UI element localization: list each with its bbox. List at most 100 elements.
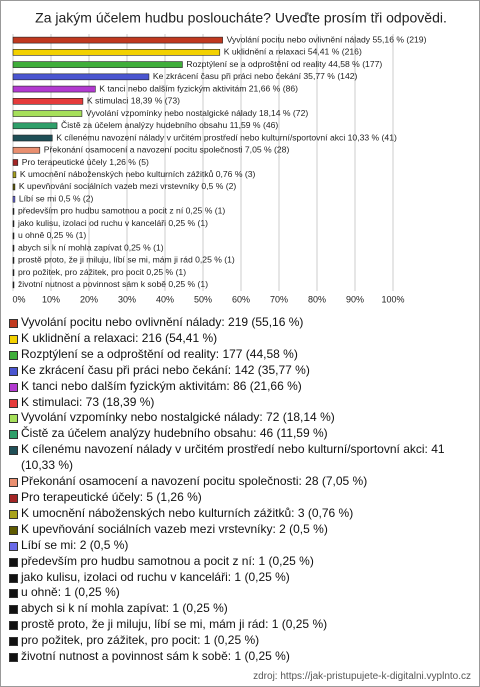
legend-swatch — [9, 573, 18, 583]
legend-item: u ohně: 1 (0,25 %) — [9, 585, 471, 601]
legend-item: Čistě za účelem analýzy hudebního obsahu… — [9, 426, 471, 442]
bar — [12, 171, 17, 179]
legend-swatch — [9, 589, 18, 599]
bar — [12, 220, 15, 227]
legend-swatch — [9, 446, 18, 456]
x-tick-label: 50% — [194, 294, 212, 304]
legend-item: K stimulaci: 73 (18,39 %) — [9, 395, 471, 411]
legend-item: Pro terapeutické účely: 5 (1,26 %) — [9, 490, 471, 506]
legend-label: Pro terapeutické účely: 5 (1,26 %) — [21, 489, 202, 504]
legend-label: K stimulaci: 73 (18,39 %) — [21, 394, 155, 409]
legend-label: K upevňování sociálních vazeb mezi vrste… — [21, 521, 328, 536]
legend-label: jako kulisu, izolaci od ruchu v kancelář… — [21, 569, 290, 584]
x-tick-label: 30% — [118, 294, 136, 304]
legend-swatch — [9, 350, 18, 360]
value-label: K cílenému navození nálady v určitém pro… — [56, 132, 397, 142]
source: zdroj: https://jak-pristupujete-k-digita… — [253, 671, 471, 682]
legend-item: K umocnění náboženských nebo kulturních … — [9, 506, 471, 522]
legend-swatch — [9, 334, 18, 344]
legend-item: především pro hudbu samotnou a pocit z n… — [9, 554, 471, 570]
legend-swatch — [9, 414, 18, 424]
legend-swatch — [9, 398, 18, 408]
legend-item: jako kulisu, izolaci od ruchu v kancelář… — [9, 570, 471, 586]
bar — [12, 122, 58, 130]
x-tick-label: 80% — [308, 294, 326, 304]
legend-label: Překonání osamocení a navození pocitu sp… — [21, 474, 368, 489]
x-tick-label: 90% — [346, 294, 364, 304]
legend-label: životní nutnost a povinnost sám k sobě: … — [21, 649, 290, 664]
legend-label: pro požitek, pro zážitek, pro pocit: 1 (… — [21, 633, 260, 648]
legend-item: Líbí se mi: 2 (0,5 %) — [9, 538, 471, 554]
legend-item: K cílenému navození nálady v určitém pro… — [9, 442, 471, 474]
legend-label: K umocnění náboženských nebo kulturních … — [21, 505, 354, 520]
chart-title: Za jakým účelem hudbu posloucháte? Uveďt… — [35, 10, 447, 26]
x-tick-label: 10% — [42, 294, 60, 304]
bar — [12, 49, 221, 56]
legend-item: Rozptýlení se a odproštění od reality: 1… — [9, 347, 471, 363]
bar — [12, 73, 150, 81]
value-label: Vyvolání pocitu nebo ovlivnění nálady 55… — [227, 34, 427, 44]
bar — [12, 281, 15, 289]
bar — [12, 146, 41, 154]
x-tick-label: 70% — [270, 294, 288, 304]
bar — [12, 36, 223, 44]
x-tick-label: 40% — [156, 294, 174, 304]
bar — [12, 195, 16, 203]
chart: Za jakým účelem hudbu posloucháte? Uveďt… — [12, 10, 447, 305]
value-label: K tanci nebo dalším fyzickým aktivitám 2… — [99, 83, 298, 93]
bar — [12, 98, 84, 105]
legend-item: pro požitek, pro zážitek, pro pocit: 1 (… — [9, 633, 471, 649]
legend-swatch — [9, 319, 18, 328]
legend-swatch — [9, 430, 18, 440]
bar — [12, 269, 15, 276]
legend-item: abych si k ní mohla zapívat: 1 (0,25 %) — [9, 601, 471, 617]
value-label: především pro hudbu samotnou a pocit z n… — [18, 206, 225, 216]
legend-label: prostě proto, že ji miluju, líbí se mi, … — [21, 617, 328, 632]
legend-item: prostě proto, že ji miluju, líbí se mi, … — [9, 617, 471, 633]
legend-item: K upevňování sociálních vazeb mezi vrste… — [9, 522, 471, 538]
bar — [12, 110, 83, 117]
legend-swatch — [9, 621, 18, 631]
x-tick-label: 20% — [80, 294, 98, 304]
value-label: Ke zkrácení času při práci nebo čekání 3… — [153, 71, 358, 81]
legend-item: K uklidnění a relaxaci: 216 (54,41 %) — [9, 331, 471, 347]
legend-swatch — [9, 478, 18, 488]
legend-label: abych si k ní mohla zapívat: 1 (0,25 %) — [21, 601, 228, 616]
x-tick-label: 0% — [12, 294, 25, 304]
legend-label: Rozptýlení se a odproštění od reality: 1… — [21, 346, 298, 361]
bar — [12, 134, 53, 142]
bar — [12, 232, 15, 240]
value-label: Líbí se mi 0,5 % (2) — [19, 193, 94, 203]
legend: Vyvolání pocitu nebo ovlivnění nálady: 2… — [9, 315, 471, 665]
value-label: Překonání osamocení a navození pocitu sp… — [44, 145, 290, 155]
legend-label: Vyvolání vzpomínky nebo nostalgické nála… — [21, 410, 335, 425]
value-label: K umocnění náboženských nebo kulturních … — [20, 169, 256, 179]
legend-item: K tanci nebo dalším fyzickým aktivitám: … — [9, 379, 471, 395]
value-label: Pro terapeutické účely 1,26 % (5) — [22, 157, 149, 167]
bar — [12, 257, 15, 264]
value-label: životní nutnost a povinnost sám k sobě 0… — [18, 279, 208, 289]
bar — [12, 244, 15, 252]
value-label: Čistě za účelem analýzy hudebního obsahu… — [61, 120, 278, 130]
legend-item: Vyvolání vzpomínky nebo nostalgické nála… — [9, 410, 471, 426]
legend-swatch — [9, 382, 18, 392]
value-label: K stimulaci 18,39 % (73) — [87, 96, 180, 106]
legend-swatch — [9, 525, 18, 535]
bar — [12, 208, 15, 215]
legend-label: K cílenému navození nálady v určitém pro… — [21, 442, 445, 473]
value-label: prostě proto, že ji miluju, líbí se mi, … — [18, 255, 235, 265]
legend-label: Čistě za účelem analýzy hudebního obsahu… — [21, 426, 328, 441]
legend-swatch — [9, 509, 18, 519]
bar — [12, 183, 16, 191]
legend-label: K tanci nebo dalším fyzickým aktivitám: … — [21, 378, 302, 393]
bar — [12, 85, 96, 93]
legend-swatch — [9, 605, 18, 615]
x-tick-label: 100% — [381, 294, 404, 304]
x-tick-label: 60% — [232, 294, 250, 304]
bar — [12, 159, 19, 166]
legend-item: Vyvolání pocitu nebo ovlivnění nálady: 2… — [9, 315, 471, 331]
value-label: jako kulisu, izolaci od ruchu v kancelář… — [17, 218, 208, 228]
value-label: abych si k ní mohla zapívat 0,25 % (1) — [18, 242, 164, 252]
value-label: Rozptýlení se a odproštění od reality 44… — [186, 59, 382, 69]
